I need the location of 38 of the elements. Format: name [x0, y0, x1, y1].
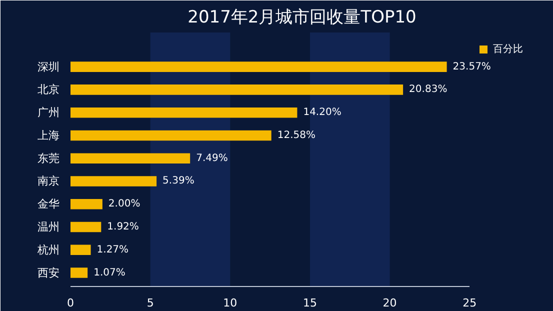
- data-label: 14.20%: [303, 107, 342, 118]
- y-tick-label: 金华: [38, 198, 60, 211]
- bar: [70, 222, 102, 232]
- bar: [70, 130, 272, 141]
- data-label: 23.57%: [452, 61, 491, 72]
- y-tick-label: 深圳: [38, 60, 60, 74]
- bar: [70, 244, 91, 256]
- x-tick-label: 10: [223, 296, 238, 310]
- y-tick-label: 温州: [38, 220, 60, 234]
- chart-title: 2017年2月城市回收量TOP10: [188, 8, 416, 28]
- y-tick-label: 上海: [38, 128, 60, 142]
- bar: [70, 153, 190, 164]
- data-label: 1.27%: [96, 244, 129, 256]
- x-tick-label: 5: [146, 296, 154, 310]
- data-label: 20.83%: [409, 84, 448, 96]
- data-label: 1.92%: [107, 222, 139, 233]
- data-label: 12.58%: [277, 130, 316, 141]
- bar: [70, 176, 157, 186]
- bar: [70, 62, 447, 72]
- x-tick-label: 25: [462, 296, 477, 310]
- legend-label: 百分比: [493, 42, 523, 56]
- bar: [70, 107, 298, 118]
- y-tick-label: 北京: [38, 83, 60, 96]
- x-tick-label: 20: [382, 296, 397, 310]
- y-tick-label: 西安: [38, 266, 60, 280]
- data-label: 2.00%: [108, 198, 140, 210]
- bar: [70, 84, 404, 95]
- bar: [70, 198, 102, 210]
- y-tick-label: 杭州: [36, 243, 60, 256]
- data-label: 7.49%: [196, 152, 228, 164]
- y-tick-label: 东莞: [38, 152, 60, 165]
- y-tick-label: 南京: [38, 174, 60, 188]
- data-label: 5.39%: [162, 176, 194, 187]
- data-label: 1.07%: [94, 267, 126, 278]
- x-tick-label: 15: [302, 296, 317, 310]
- x-tick-label: 0: [67, 296, 74, 310]
- y-tick-label: 广州: [38, 106, 60, 120]
- bar: [70, 268, 88, 278]
